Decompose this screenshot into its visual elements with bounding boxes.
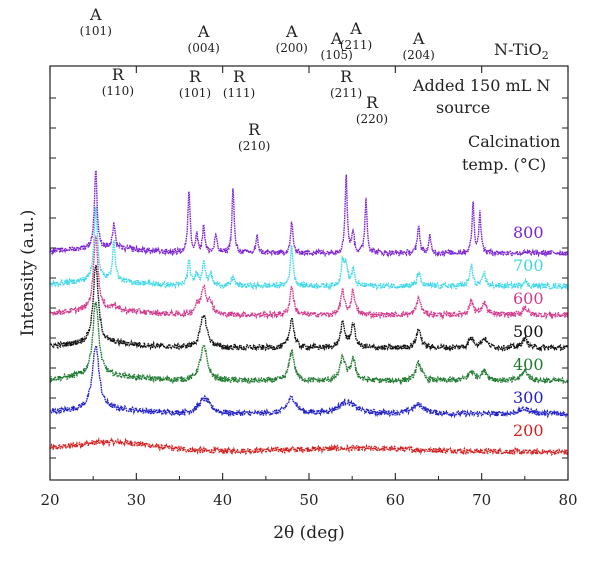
peak-hkl: (111)	[223, 86, 255, 100]
peak-hkl: (101)	[80, 24, 112, 38]
calcination-line2: temp. (°C)	[462, 155, 546, 174]
series-200	[49, 437, 569, 457]
x-tick-label-20: 20	[40, 491, 59, 509]
series-label-500: 500	[513, 322, 544, 341]
peak-hkl: (210)	[238, 139, 270, 153]
material-label: N-TiO2	[494, 40, 549, 62]
peak-hkl: (220)	[356, 112, 388, 126]
peak-label-A-200: A(200)	[276, 22, 308, 55]
peak-phase: R	[233, 67, 246, 86]
series-800	[49, 168, 569, 259]
peak-label-R-210: R(210)	[238, 120, 270, 153]
peak-hkl: (211)	[340, 38, 372, 52]
series-layer: 200 300 400 500 600 700 800	[49, 168, 569, 457]
peak-hkl: (101)	[179, 86, 211, 100]
peak-label-layer: A(101)R(110)R(101)A(004)R(111)R(210)A(20…	[80, 5, 435, 153]
peak-hkl: (211)	[330, 86, 362, 100]
series-400	[49, 300, 569, 386]
series-300	[49, 344, 569, 419]
series-500	[49, 264, 569, 353]
peak-phase: A	[330, 29, 343, 48]
ticks-layer: 20 30 40 50 60 70 80	[40, 66, 578, 509]
series-600	[49, 235, 569, 320]
peak-hkl: (110)	[102, 84, 134, 98]
peak-label-A-204: A(204)	[403, 29, 435, 62]
x-tick-label-60: 60	[386, 491, 405, 509]
series-line-300	[49, 344, 569, 419]
x-tick-label-40: 40	[213, 491, 232, 509]
peak-phase: A	[285, 22, 298, 41]
source-line2: source	[436, 98, 490, 117]
peak-phase: R	[366, 93, 379, 112]
source-line1: Added 150 mL N	[412, 76, 550, 95]
peak-phase: A	[412, 29, 425, 48]
series-label-700: 700	[513, 256, 544, 275]
material-subscript: 2	[542, 49, 549, 62]
peak-phase: R	[189, 67, 202, 86]
peak-phase: R	[112, 65, 125, 84]
peak-phase: R	[340, 67, 353, 86]
peak-hkl: (004)	[188, 41, 220, 55]
x-tick-label-50: 50	[299, 491, 318, 509]
plot-frame	[49, 65, 569, 481]
peak-label-R-111: R(111)	[223, 67, 255, 100]
x-tick-label-80: 80	[558, 491, 577, 509]
peak-label-A-105: A(105)	[321, 29, 353, 62]
series-label-200: 200	[513, 421, 544, 440]
series-line-500	[49, 264, 569, 353]
peak-phase: A	[89, 5, 102, 24]
series-line-700	[49, 206, 569, 292]
series-label-600: 600	[513, 289, 544, 308]
peak-hkl: (204)	[403, 48, 435, 62]
peak-label-R-211: R(211)	[330, 67, 362, 100]
peak-label-A-004: A(004)	[188, 22, 220, 55]
peak-label-A-211: A(211)	[340, 19, 372, 52]
x-tick-label-30: 30	[127, 491, 146, 509]
peak-label-R-110: R(110)	[102, 65, 134, 98]
peak-hkl: (200)	[276, 41, 308, 55]
peak-label-R-101: R(101)	[179, 67, 211, 100]
peak-phase: A	[349, 19, 362, 38]
peak-phase: A	[197, 22, 210, 41]
series-label-400: 400	[513, 355, 544, 374]
calcination-line1: Calcination	[468, 132, 560, 151]
series-label-300: 300	[513, 388, 544, 407]
peak-phase: R	[248, 120, 261, 139]
series-line-800	[49, 168, 569, 259]
x-axis-title: 2θ (deg)	[273, 523, 345, 543]
peak-label-A-101: A(101)	[80, 5, 112, 38]
peak-label-R-220: R(220)	[356, 93, 388, 126]
series-label-800: 800	[513, 223, 544, 242]
series-700	[49, 206, 569, 292]
y-axis-title: Intensity (a.u.)	[18, 210, 38, 337]
series-line-200	[49, 437, 569, 457]
series-line-600	[49, 235, 569, 320]
series-line-400	[49, 300, 569, 386]
x-tick-label-70: 70	[472, 491, 491, 509]
peak-hkl: (105)	[321, 48, 353, 62]
